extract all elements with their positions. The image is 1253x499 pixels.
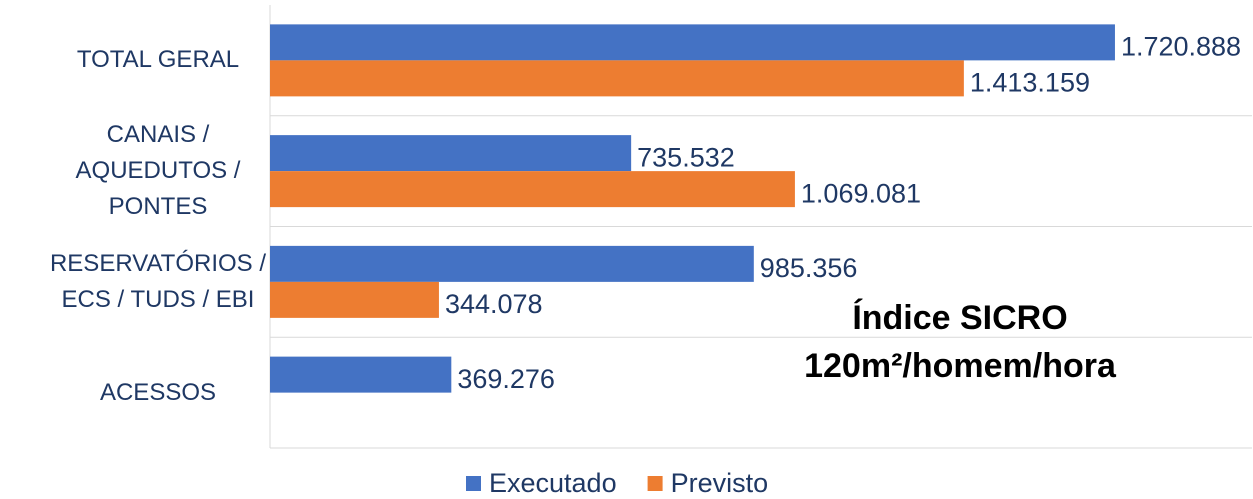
bar: [270, 245, 754, 282]
legend-swatch: [647, 476, 663, 491]
annotation: Índice SICRO: [852, 299, 1068, 337]
value-label: 1.413.159: [970, 68, 1090, 98]
bar: [270, 135, 632, 172]
value-label: 735.532: [637, 142, 735, 172]
value-label: 985.356: [760, 253, 858, 283]
legend-swatch: [466, 476, 481, 491]
category-label: RESERVATÓRIOS / ECS / TUDS / EBI: [49, 249, 267, 313]
legend-label: Executado: [489, 468, 617, 498]
bar: [270, 356, 452, 393]
bar: [270, 281, 439, 318]
category-label: TOTAL GERAL: [76, 46, 240, 74]
bar: [270, 171, 795, 208]
category-label: CANAIS / AQUEDUTOS / PONTES: [75, 121, 241, 221]
category-label: ACESSOS: [99, 378, 217, 406]
annotation: 120m²/homem/hora: [804, 347, 1116, 385]
legend-label: Previsto: [671, 468, 769, 498]
value-label: 344.078: [445, 289, 543, 319]
value-label: 369.276: [457, 364, 555, 394]
value-label: 1.069.081: [801, 178, 921, 208]
bar: [270, 60, 964, 97]
bar: [270, 24, 1115, 61]
value-label: 1.720.888: [1121, 32, 1241, 62]
